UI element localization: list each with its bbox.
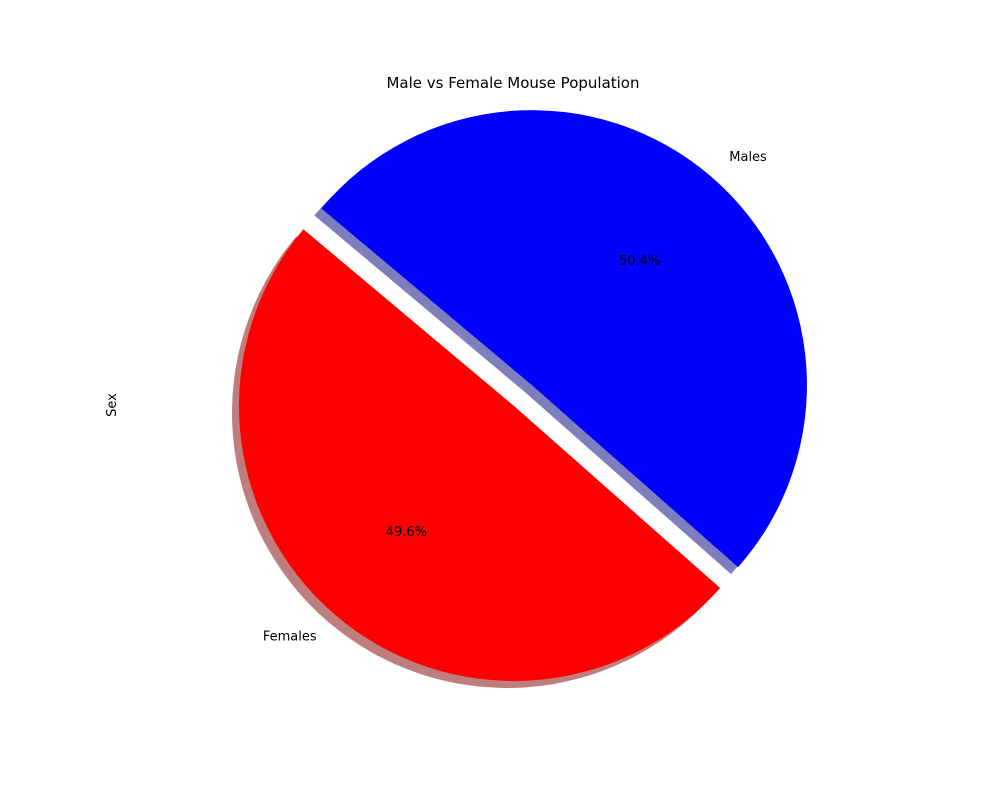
- pie-slices: [239, 110, 807, 681]
- slice-percent-males: 50.4%: [619, 254, 660, 269]
- slice-label-females: Females: [263, 629, 317, 644]
- chart-title: Male vs Female Mouse Population: [386, 74, 639, 92]
- pie-slice-females: [239, 229, 721, 681]
- slice-labels: Females 49.6% Males 50.4%: [263, 150, 767, 644]
- slice-label-males: Males: [729, 150, 767, 165]
- slice-percent-females: 49.6%: [386, 525, 427, 540]
- pie-slice-males: [321, 110, 807, 568]
- y-axis-label: Sex: [105, 393, 120, 417]
